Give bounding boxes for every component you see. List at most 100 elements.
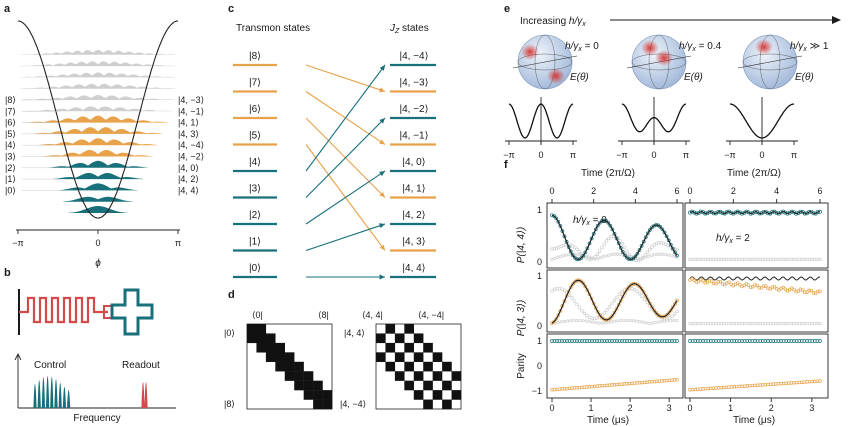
matrix-cell bbox=[442, 399, 452, 410]
matrix-cell bbox=[423, 380, 433, 391]
f-gray-data bbox=[635, 289, 639, 294]
f-teal-parity bbox=[779, 339, 783, 343]
f-gray-data bbox=[584, 319, 588, 323]
f-orange-data bbox=[714, 281, 718, 286]
f-teal-parity bbox=[660, 339, 664, 343]
sphere-ratio-label-2: h/γx ≫ 1 bbox=[790, 41, 829, 53]
b-xlabel-frequency: Frequency bbox=[73, 413, 120, 424]
f-orange-data bbox=[668, 308, 673, 313]
f-bottom-axis-right: Time (μs) bbox=[733, 415, 775, 426]
f-teal-parity bbox=[693, 339, 698, 343]
f-gray-data bbox=[669, 253, 673, 258]
d-left-side-8: |8⟩ bbox=[224, 399, 235, 409]
transmon-states-title: Transmon states bbox=[236, 23, 310, 34]
f-gray-data bbox=[672, 318, 676, 323]
f-teal-parity bbox=[792, 339, 796, 343]
f-top-tick: 6 bbox=[817, 186, 822, 196]
f-orange-data bbox=[643, 293, 648, 298]
jz-levels: |4, −4⟩ |4, −3⟩ |4, −2⟩ |4, −1⟩ |4, 0⟩ |4, 1⟩… bbox=[390, 51, 436, 279]
wigner-lobe bbox=[547, 68, 565, 84]
panel-a-label: a bbox=[4, 3, 11, 15]
f-teal-parity bbox=[789, 339, 794, 343]
wavefunction-11 bbox=[20, 83, 176, 89]
matrix-cell bbox=[451, 390, 462, 400]
jz-label-4: |4, −4⟩ bbox=[178, 140, 204, 150]
f-teal-parity bbox=[665, 339, 669, 343]
wavefunction-3 bbox=[53, 173, 143, 180]
f-teal-parity bbox=[557, 339, 562, 343]
f-orange-data bbox=[701, 278, 705, 283]
f-gray-data bbox=[561, 243, 566, 248]
f-teal-data bbox=[614, 236, 619, 241]
f-teal-data bbox=[581, 253, 586, 258]
f-teal-parity bbox=[807, 339, 812, 343]
f-teal-data bbox=[623, 253, 627, 258]
f-teal-parity bbox=[766, 339, 770, 343]
f-gray-data bbox=[575, 318, 579, 323]
sphere-axis bbox=[512, 55, 578, 69]
f-orange-data bbox=[712, 281, 716, 286]
f-top-axis-left: Time (2π/Ω) bbox=[581, 168, 635, 179]
f-gray-data bbox=[642, 297, 647, 302]
energy-tick: −π bbox=[503, 150, 514, 160]
f-gray-data bbox=[612, 298, 617, 303]
f-teal-parity bbox=[580, 339, 584, 343]
jz-state-3: |4, −1⟩ bbox=[399, 131, 428, 142]
energy-tick: π bbox=[683, 150, 689, 160]
f-orange-data bbox=[755, 283, 759, 288]
f-teal-parity bbox=[773, 339, 778, 343]
f-gray-data bbox=[602, 242, 607, 246]
f-teal-parity bbox=[690, 339, 695, 343]
wavefunction-4 bbox=[48, 160, 148, 168]
f-top-tick: 6 bbox=[674, 186, 679, 196]
f-gray-data bbox=[558, 254, 563, 258]
wavefunction-1 bbox=[63, 196, 133, 202]
f-gray-data bbox=[659, 240, 663, 245]
f-gray-data bbox=[591, 320, 595, 324]
f-top-tick: 4 bbox=[633, 186, 638, 196]
f-gray-data bbox=[610, 301, 614, 306]
f-teal-parity bbox=[747, 339, 752, 343]
f-gray-data bbox=[610, 253, 614, 257]
f-teal-parity bbox=[714, 339, 718, 343]
f-teal-parity bbox=[590, 339, 594, 343]
f-gray-data bbox=[598, 256, 602, 260]
matrix-cell bbox=[404, 361, 414, 372]
d-right-top-4m4: ⟨4, −4| bbox=[418, 310, 444, 320]
f-orange-data bbox=[570, 282, 575, 286]
f-gray-data bbox=[567, 252, 571, 257]
f-teal-data bbox=[670, 246, 675, 251]
f-orange-data bbox=[800, 288, 805, 292]
f-gray-data bbox=[669, 319, 673, 323]
wavefunction-5 bbox=[43, 150, 153, 157]
control-spectrum bbox=[33, 376, 71, 408]
control-tone bbox=[37, 380, 41, 408]
f-orange-data bbox=[566, 289, 571, 294]
f-gray-data bbox=[612, 319, 617, 323]
f-orange-data bbox=[587, 292, 592, 297]
f-orange-data bbox=[809, 288, 814, 293]
f-teal-data bbox=[639, 244, 644, 248]
f-gray-data bbox=[595, 257, 600, 261]
matrix-cell bbox=[322, 399, 333, 410]
f-orange-data bbox=[552, 319, 556, 324]
f-gray-data bbox=[640, 294, 644, 298]
matrix-cell bbox=[413, 371, 424, 381]
f-teal-data bbox=[675, 253, 679, 258]
f-orange-data bbox=[707, 278, 712, 283]
f-orange-data bbox=[696, 279, 701, 284]
energy-curve-2 bbox=[729, 103, 795, 139]
f-gray-data bbox=[644, 321, 648, 325]
f-gray-data bbox=[666, 253, 671, 257]
d-left-matrix bbox=[247, 324, 333, 410]
jz-states-title: JZ states bbox=[389, 23, 429, 35]
f-teal-data bbox=[645, 231, 650, 236]
matrix-cell bbox=[394, 333, 405, 344]
f-orange-data bbox=[616, 303, 621, 307]
f-orange-data bbox=[579, 279, 584, 284]
f-teal-data bbox=[668, 242, 673, 247]
f-gray-data bbox=[649, 253, 653, 257]
transmon-level-labels: |8⟩|7⟩ |6⟩|5⟩|4⟩ |3⟩|2⟩|1⟩|0⟩ bbox=[5, 95, 60, 195]
d-right-side-44: |4, 4⟩ bbox=[344, 328, 365, 338]
f-teal-data bbox=[733, 210, 738, 215]
